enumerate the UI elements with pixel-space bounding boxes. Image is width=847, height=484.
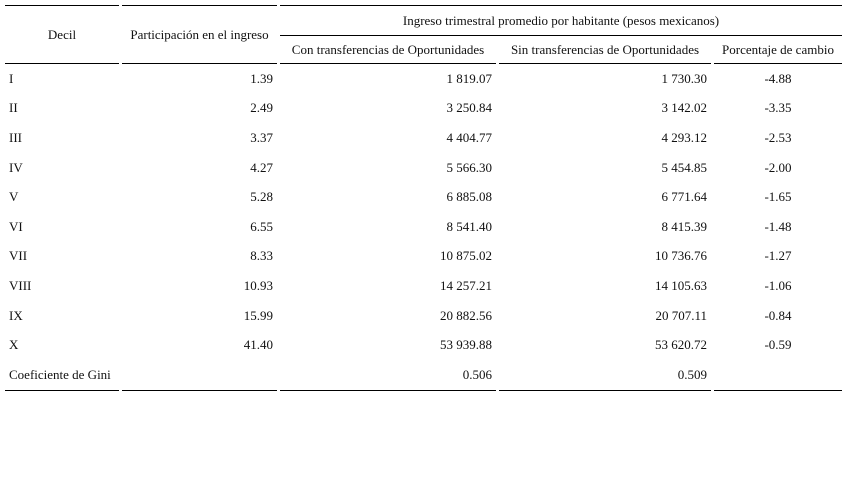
table-cell: -0.59 bbox=[764, 337, 792, 353]
table-cell: -1.48 bbox=[764, 218, 792, 234]
header-cell: Porcentaje de cambio bbox=[714, 36, 843, 64]
table-row: VI 6.55 8 541.40 8 415.39 -1.48 bbox=[5, 212, 842, 242]
table-cell: 53 620.72 bbox=[655, 337, 707, 353]
table-row: II 2.49 3 250.84 3 142.02 -3.35 bbox=[5, 94, 842, 124]
table-cell: 8 541.40 bbox=[446, 218, 493, 234]
table-row: VII 8.33 10 875.02 10 736.76 -1.27 bbox=[5, 242, 842, 272]
table-cell: -1.27 bbox=[764, 248, 792, 264]
table-cell: 2.49 bbox=[250, 100, 273, 116]
header-cell: Sin transferencias de Oportunidades bbox=[499, 36, 711, 64]
table-cell: 14 105.63 bbox=[655, 277, 707, 293]
table-cell: V bbox=[9, 189, 19, 205]
table-cell: 6 885.08 bbox=[446, 189, 493, 205]
table-cell: 15.99 bbox=[243, 307, 273, 323]
table-cell bbox=[122, 360, 277, 391]
table-body: I 1.39 1 819.07 1 730.30 -4.88 II 2.49 3 250.84… bbox=[5, 64, 843, 391]
table-cell: 8.33 bbox=[250, 248, 273, 264]
table-row: IX 15.99 20 882.56 20 707.11 -0.84 bbox=[5, 301, 842, 331]
data-table: Decil Participación en el ingreso Ingres… bbox=[2, 5, 845, 391]
group-header: Ingreso trimestral promedio por habitant… bbox=[280, 5, 843, 36]
table-cell: 5.28 bbox=[250, 189, 273, 205]
table-cell: -2.53 bbox=[764, 129, 792, 145]
table-cell: 5 566.30 bbox=[446, 159, 493, 175]
table-cell: 1 819.07 bbox=[446, 70, 493, 86]
table-cell: 8 415.39 bbox=[661, 218, 708, 234]
table-cell: -4.88 bbox=[764, 70, 792, 86]
table-cell: Coeficiente de Gini bbox=[5, 360, 119, 391]
table-cell: X bbox=[9, 337, 19, 353]
table-cell: 6 771.64 bbox=[661, 189, 708, 205]
table-cell: II bbox=[9, 100, 18, 116]
table-cell: VIII bbox=[9, 277, 32, 293]
table-row: V 5.28 6 885.08 6 771.64 -1.65 bbox=[5, 182, 842, 212]
table-cell: 1 730.30 bbox=[661, 70, 708, 86]
table-cell: 3.37 bbox=[250, 129, 273, 145]
header-cell: Decil bbox=[5, 5, 119, 64]
table-cell: I bbox=[9, 70, 14, 86]
table-cell: IV bbox=[9, 159, 23, 175]
table-cell: -2.00 bbox=[764, 159, 792, 175]
table-cell: 10 875.02 bbox=[440, 248, 492, 264]
table-row: I 1.39 1 819.07 1 730.30 -4.88 bbox=[5, 64, 842, 94]
table-cell: IX bbox=[9, 307, 23, 323]
table-cell: VII bbox=[9, 248, 28, 264]
table-cell: 5 454.85 bbox=[661, 159, 708, 175]
table-cell: 10.93 bbox=[243, 277, 273, 293]
table-cell: 4 404.77 bbox=[446, 129, 493, 145]
table-row: IV 4.27 5 566.30 5 454.85 -2.00 bbox=[5, 153, 842, 183]
table-cell: 3 250.84 bbox=[446, 100, 493, 116]
table-cell: 0.509 bbox=[499, 360, 711, 391]
table-cell: -1.65 bbox=[764, 189, 792, 205]
table-row: III 3.37 4 404.77 4 293.12 -2.53 bbox=[5, 123, 842, 153]
table-cell: -3.35 bbox=[764, 100, 792, 116]
table-cell: -1.06 bbox=[764, 277, 792, 293]
header-cell: Participación en el ingreso bbox=[122, 5, 277, 64]
table-cell: 20 882.56 bbox=[440, 307, 492, 323]
table-cell: -0.84 bbox=[764, 307, 792, 323]
footer-row: Coeficiente de Gini 0.506 0.509 bbox=[5, 360, 843, 391]
table-cell: 4.27 bbox=[250, 159, 273, 175]
table-cell bbox=[714, 360, 843, 391]
table-cell: 14 257.21 bbox=[440, 277, 492, 293]
table-cell: III bbox=[9, 129, 22, 145]
table-cell: 41.40 bbox=[243, 337, 273, 353]
table-cell: 1.39 bbox=[250, 70, 273, 86]
table-row: X 41.40 53 939.88 53 620.72 -0.59 bbox=[5, 330, 842, 360]
header-cell: Con transferencias de Oportunidades bbox=[280, 36, 496, 64]
table-cell: 6.55 bbox=[250, 218, 273, 234]
table-cell: 10 736.76 bbox=[655, 248, 707, 264]
table-cell: 53 939.88 bbox=[440, 337, 492, 353]
table-cell: 20 707.11 bbox=[655, 307, 707, 323]
table-cell: 3 142.02 bbox=[661, 100, 708, 116]
table-cell: VI bbox=[9, 218, 23, 234]
table-row: VIII 10.93 14 257.21 14 105.63 -1.06 bbox=[5, 271, 842, 301]
table-cell: 4 293.12 bbox=[661, 129, 708, 145]
table-cell: 0.506 bbox=[280, 360, 496, 391]
